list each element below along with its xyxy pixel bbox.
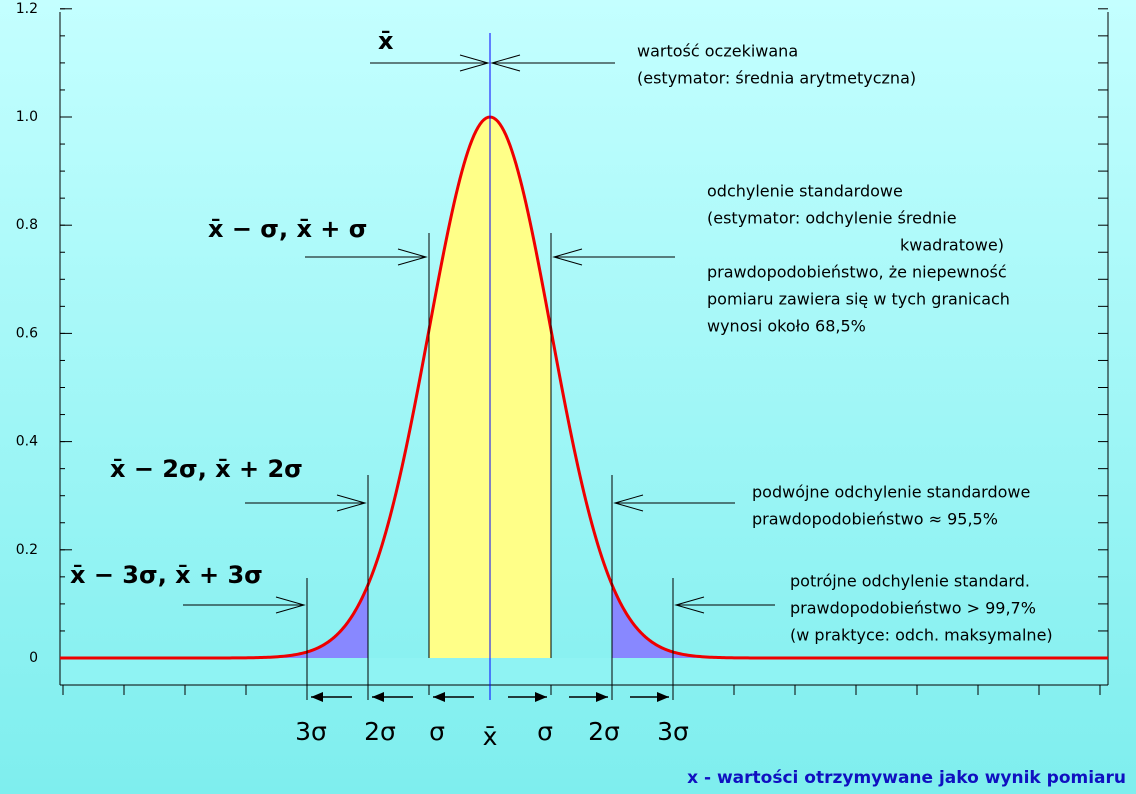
y-tick-label: 0.4 [16, 434, 38, 450]
sigma3-label: x̄ − 3σ, x̄ + 3σ [70, 561, 263, 589]
sigma1-label: x̄ − σ, x̄ + σ [208, 215, 367, 243]
interval-label: 3σ [295, 717, 327, 746]
interval-label: x̄ [483, 722, 498, 751]
sigma1-note: pomiaru zawiera się w tych granicach [707, 290, 1010, 309]
interval-arrow-head [657, 692, 669, 702]
y-tick-label: 0.6 [16, 325, 38, 341]
mean-note: (estymator: średnia arytmetyczna) [637, 69, 916, 88]
interval-arrow-head [535, 692, 547, 702]
sigma2-label: x̄ − 2σ, x̄ + 2σ [110, 455, 303, 483]
sigma3-note: (w praktyce: odch. maksymalne) [790, 626, 1053, 645]
y-tick-label: 1.0 [16, 109, 38, 125]
y-tick-label: 0 [29, 650, 38, 666]
gauss-curve [60, 115, 1108, 660]
sigma1-note: wynosi około 68,5% [707, 317, 866, 336]
sigma-arrow-head [275, 596, 306, 614]
interval-label: 2σ [588, 717, 620, 746]
interval-label: σ [429, 717, 445, 746]
sigma-arrow-head [552, 248, 583, 266]
sigma-arrow-head [336, 494, 367, 512]
y-tick-label: 1.2 [16, 1, 38, 17]
y-tick-label: 0.2 [16, 542, 38, 558]
interval-arrow-head [596, 692, 608, 702]
interval-arrow-head [433, 692, 445, 702]
sigma1-note: prawdopodobieństwo, że niepewność [707, 263, 1007, 282]
sigma-arrow-head [674, 596, 705, 614]
mean-label: x̄ [378, 27, 394, 55]
tail-region [215, 585, 368, 658]
sigma1-note: (estymator: odchylenie średnie [707, 209, 957, 228]
mean-note: wartość oczekiwana [637, 42, 798, 61]
sigma2-note: prawdopodobieństwo ≈ 95,5% [752, 510, 998, 529]
interval-arrow-head [311, 692, 323, 702]
sigma1-note: kwadratowe) [900, 236, 1004, 255]
y-tick-label: 0.8 [16, 217, 38, 233]
interval-label: σ [537, 717, 553, 746]
tail-region [612, 584, 765, 658]
sigma1-note: odchylenie standardowe [707, 182, 903, 201]
sigma2-note: podwójne odchylenie standardowe [752, 483, 1030, 502]
sigma3-note: prawdopodobieństwo > 99,7% [790, 599, 1036, 618]
interval-label: 3σ [657, 717, 689, 746]
sigma3-note: potrójne odchylenie standard. [790, 572, 1030, 591]
footer: x - wartości otrzymywane jako wynik pomi… [687, 768, 1126, 788]
base-band [60, 658, 1108, 685]
interval-arrow-head [372, 692, 384, 702]
mean-arrow-head [459, 54, 490, 72]
sigma-arrow-head [613, 494, 644, 512]
interval-label: 2σ [364, 717, 396, 746]
mean-arrow-head [490, 54, 521, 72]
sigma-arrow-head [397, 248, 428, 266]
